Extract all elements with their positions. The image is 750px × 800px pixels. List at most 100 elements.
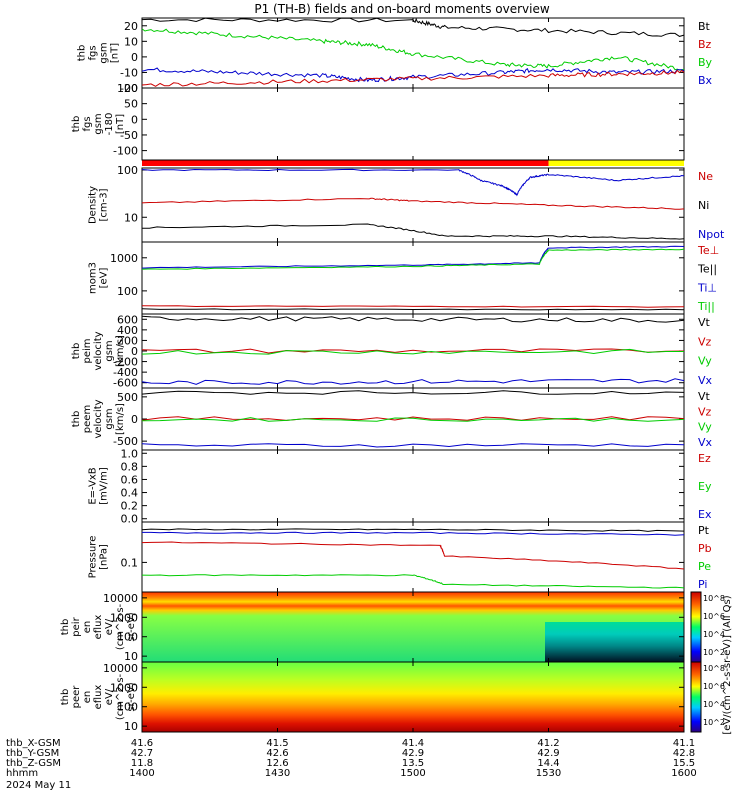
y-axis-label: eV/: [104, 688, 115, 705]
legend-entry: Vz: [698, 335, 712, 348]
y-axis-label: [nPa]: [99, 544, 110, 570]
y-axis-label: Pressure: [88, 536, 99, 579]
y-tick-label: 0.0: [121, 513, 139, 526]
y-tick-label: 100: [117, 701, 138, 714]
y-tick-label: -400: [113, 366, 138, 379]
series-line-temp-Te: [141, 305, 685, 308]
y-tick-label: 0: [131, 345, 138, 358]
panel-frame: [141, 449, 685, 523]
panel-frame: [141, 313, 685, 389]
y-axis-label: gsm: [99, 42, 110, 63]
x-row-value: 15.5: [673, 758, 695, 769]
y-axis-label: eV/: [104, 618, 115, 635]
panel-frame: [141, 387, 685, 451]
y-axis-label: velocity: [93, 399, 104, 438]
y-tick-label: 50: [124, 98, 138, 111]
y-axis-label: [km/s]: [115, 335, 126, 367]
y-tick-label: -10: [120, 66, 138, 79]
y-tick-label: 0: [131, 51, 138, 64]
legend-entry: Npot: [698, 228, 725, 241]
series-line-temp-Te: [141, 308, 685, 311]
y-axis-label: thb: [60, 689, 71, 706]
y-axis-label: velocity: [93, 331, 104, 370]
y-tick-label: 0.4: [121, 487, 139, 500]
colorbar-tick-label: 10^8: [703, 664, 725, 673]
colorbar-tick-label: 10^8: [703, 594, 725, 603]
series-line-peem-Vt: [141, 390, 685, 395]
y-tick-label: 1.0: [121, 447, 139, 460]
legend-entry: Pt: [698, 524, 710, 537]
colorbar-tick-label: 10^6: [703, 682, 725, 691]
y-axis-label: thb: [60, 619, 71, 636]
y-axis-label: E=-VxB: [88, 467, 99, 504]
y-tick-label: 600: [117, 313, 138, 326]
x-row-value: 42.7: [131, 748, 153, 759]
series-line-temp-Ti: [141, 248, 685, 270]
panel-peir: 10000 1000 100 10 thb peir en eflux eV/(cm^2-s-s…: [60, 591, 685, 663]
x-row-value: 41.1: [673, 738, 695, 749]
legend-entry: Ti||: [697, 300, 715, 313]
series-line-density-Ni: [141, 223, 685, 240]
date-label: 2024 May 11: [6, 780, 71, 791]
series-line-fgs-Bt: [141, 17, 685, 37]
y-axis-label: sr-eV): [126, 612, 137, 641]
y-tick-label: 20: [124, 20, 138, 33]
x-row-value: 41.5: [266, 738, 288, 749]
x-row-value: 42.9: [402, 748, 424, 759]
legend-entry: Pe: [698, 560, 711, 573]
x-row-value: 42.9: [537, 748, 559, 759]
x-row-value: 41.2: [537, 738, 559, 749]
series-line-peem-Vx: [141, 443, 685, 448]
mode-bar-segment: [548, 160, 684, 166]
y-tick-label: 0.2: [121, 500, 139, 513]
series-line-peim-Vy: [141, 348, 684, 355]
y-axis-label: [eV]: [99, 268, 110, 289]
mode-bar-segment: [142, 160, 549, 166]
y-axis-label: thb: [71, 343, 82, 360]
y-axis-label: [nT]: [115, 114, 126, 134]
y-tick-label: 10000: [103, 662, 138, 675]
panel-frame: [141, 87, 685, 161]
legend-entry: Ey: [698, 480, 712, 493]
legend-entry: Bz: [698, 38, 712, 51]
y-tick-label: 0: [131, 113, 138, 126]
y-tick-label: -600: [113, 377, 138, 390]
y-axis-label: en: [82, 621, 93, 634]
y-tick-label: 1000: [110, 681, 138, 694]
x-row-label: thb_X-GSM: [6, 738, 61, 749]
y-axis-label: peem: [82, 405, 93, 433]
legend-entry: Vx: [698, 436, 713, 449]
y-axis-label: gsm: [104, 408, 115, 429]
y-tick-label: -20: [120, 82, 138, 95]
legend-entry: Pb: [698, 542, 712, 555]
y-tick-label: 10: [124, 720, 138, 733]
y-tick-label: -100: [113, 145, 138, 158]
y-tick-label: 10: [124, 35, 138, 48]
y-tick-label: 200: [117, 334, 138, 347]
y-axis-label: (cm^2-s-: [115, 673, 126, 720]
colorbar-label: [eV/(cm^2-s-sr-eV)] (All Qs): [722, 595, 733, 734]
legend-entry: Pi: [698, 578, 707, 591]
series-line-fgs-By: [141, 28, 685, 71]
y-axis-label: gsm: [104, 340, 115, 361]
x-row-value: 42.6: [266, 748, 288, 759]
legend-entry: Ti⊥: [697, 281, 717, 294]
y-tick-label: 10000: [103, 592, 138, 605]
colorbar-tick-label: 10^4: [703, 630, 725, 639]
x-row-value: 1600: [671, 768, 696, 779]
x-row-value: 13.5: [402, 758, 424, 769]
legend-entry: Te⊥: [697, 244, 719, 257]
series-line-density-Npot: [141, 168, 685, 197]
series-line-pressure-Pi: [142, 531, 685, 536]
x-row-value: 41.6: [131, 738, 153, 749]
legend-entry: Vy: [698, 355, 712, 368]
colorbar-tick-label: 10^6: [703, 612, 725, 621]
peir-spectrogram-late: [545, 622, 684, 662]
series-line-peim-Vz: [141, 348, 685, 354]
x-row-value: 1530: [536, 768, 561, 779]
x-row-value: 42.8: [673, 748, 695, 759]
peer-spectrogram: [142, 662, 684, 732]
